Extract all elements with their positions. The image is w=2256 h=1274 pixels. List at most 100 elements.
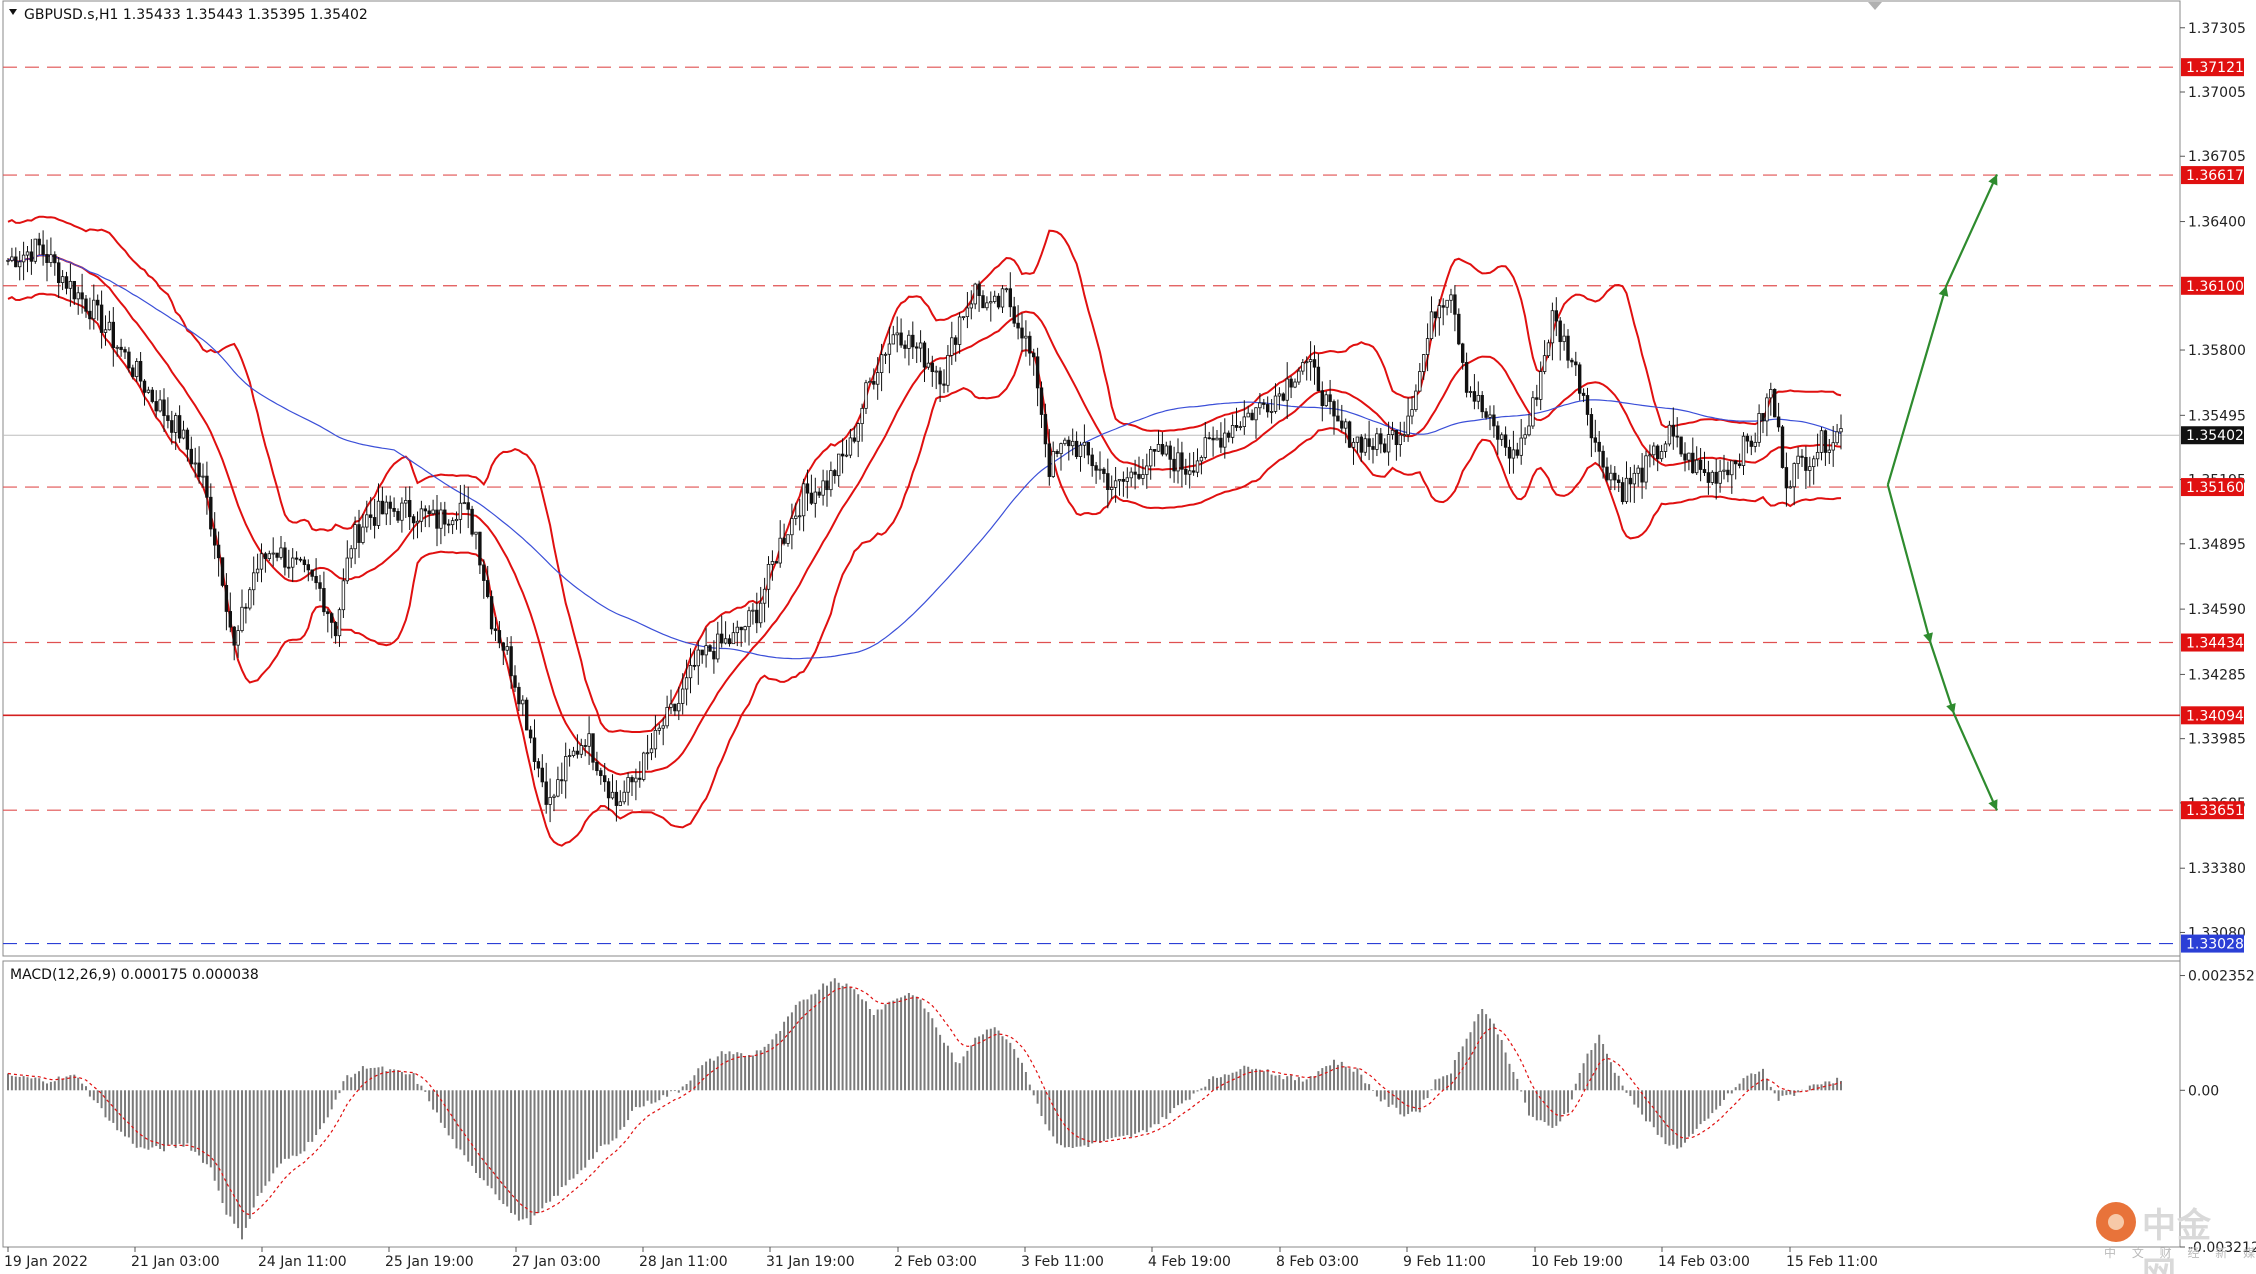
candle	[150, 386, 154, 404]
candle	[138, 351, 143, 388]
candle	[739, 626, 743, 647]
candle	[1176, 438, 1180, 484]
candle	[1043, 403, 1048, 458]
candle	[1527, 414, 1531, 437]
candle	[1496, 421, 1500, 455]
candle	[1394, 429, 1399, 461]
candle-body	[965, 307, 970, 318]
candle	[1566, 329, 1570, 369]
candle	[1098, 451, 1102, 480]
candle	[224, 573, 229, 631]
candle-body	[361, 526, 365, 543]
candle	[154, 390, 158, 418]
candle	[244, 603, 248, 624]
candle	[977, 280, 981, 312]
candle	[376, 483, 381, 530]
scroll-marker-icon[interactable]	[1868, 2, 1882, 10]
candle-body	[1441, 305, 1445, 308]
candle	[1238, 421, 1243, 431]
candle-body	[439, 509, 443, 529]
candle	[1554, 297, 1558, 337]
candle-body	[1480, 395, 1484, 413]
candle-body	[813, 491, 817, 504]
candle	[1507, 439, 1512, 474]
candle	[142, 379, 147, 406]
candle-body	[1273, 395, 1278, 412]
candle-body	[653, 729, 658, 750]
candle	[388, 495, 392, 525]
candle	[1113, 466, 1118, 503]
candle	[762, 577, 767, 623]
candle	[49, 237, 53, 267]
candle-body	[158, 399, 162, 412]
candle	[1246, 405, 1250, 418]
candle-body	[302, 559, 307, 566]
candle-body	[411, 516, 416, 524]
candle	[759, 586, 763, 628]
candle	[817, 487, 821, 499]
candle	[212, 512, 217, 560]
candle	[236, 625, 240, 658]
candle-body	[1698, 459, 1703, 470]
candle	[255, 553, 260, 582]
candle-body	[166, 415, 170, 421]
candle-body	[380, 500, 385, 515]
watermark-subtitle: 中 文 财 经 新 媒 体	[2104, 1246, 2256, 1260]
candle	[926, 348, 931, 370]
candle	[259, 543, 264, 583]
candle	[1835, 423, 1839, 446]
candle-body	[1164, 445, 1168, 455]
candle	[548, 778, 552, 823]
candle-body	[177, 415, 182, 439]
candle	[470, 505, 474, 537]
candle-body	[427, 510, 431, 515]
candle-body	[1578, 364, 1582, 394]
candle-body	[365, 514, 369, 528]
moving-average-layer	[7, 254, 1842, 660]
moving-average-line	[7, 254, 1842, 660]
candle-body	[1242, 416, 1246, 427]
candle-body	[1234, 425, 1239, 428]
candle-body	[1574, 361, 1578, 366]
price-tick-label: 1.36705	[2188, 149, 2246, 165]
bollinger-lower-line	[7, 292, 1842, 847]
candle-body	[470, 508, 474, 535]
candle-body	[501, 642, 505, 651]
candle-body	[1293, 381, 1297, 388]
candle	[337, 607, 342, 647]
projection-down-arrowhead	[1946, 702, 1956, 715]
candle	[60, 270, 65, 291]
collapse-icon[interactable]	[9, 9, 17, 15]
candle-body	[131, 367, 135, 377]
candle-body	[1332, 401, 1336, 417]
candle	[267, 550, 271, 562]
candle-body	[146, 389, 151, 393]
candle-body	[747, 610, 751, 628]
candle-body	[786, 534, 790, 544]
candle-body	[1515, 449, 1519, 456]
candle-body	[766, 563, 771, 590]
candle-body	[1484, 411, 1488, 418]
candle	[1039, 381, 1044, 428]
candle	[123, 346, 127, 359]
candle-body	[642, 752, 646, 780]
candle	[1839, 414, 1843, 450]
candle-body	[989, 301, 993, 304]
candle-body	[599, 770, 603, 777]
candle	[37, 232, 41, 255]
candle-body	[466, 502, 470, 510]
candle	[439, 502, 443, 545]
candle-body	[638, 777, 642, 780]
candle	[731, 622, 736, 645]
candle	[146, 386, 151, 394]
candle-body	[1671, 424, 1675, 437]
candle	[1359, 434, 1363, 462]
candle	[1765, 393, 1769, 437]
candle-body	[1340, 420, 1344, 429]
candle-body	[49, 254, 53, 263]
candle	[825, 470, 829, 507]
candle	[883, 352, 888, 365]
candle	[879, 343, 884, 392]
candle	[575, 734, 580, 759]
candle-body	[1390, 429, 1395, 435]
